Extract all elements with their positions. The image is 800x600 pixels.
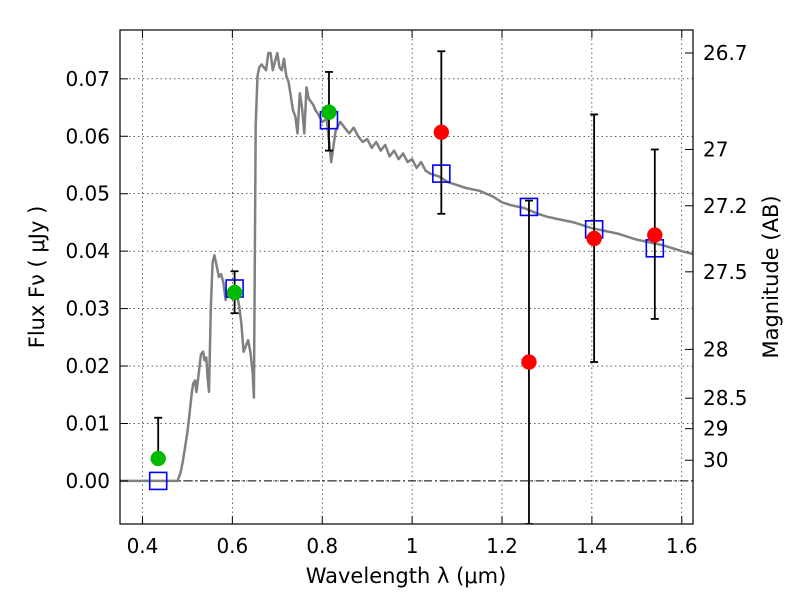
observed-point bbox=[586, 230, 602, 247]
observed-point bbox=[321, 104, 337, 120]
y-tick-label: 0.04 bbox=[65, 239, 110, 263]
plot-background bbox=[120, 30, 693, 524]
x-tick-label: 0.8 bbox=[306, 534, 338, 558]
y-tick-label: 0.05 bbox=[65, 182, 110, 206]
observed-point bbox=[647, 227, 663, 243]
observed-point bbox=[226, 284, 243, 301]
sed-template-line bbox=[120, 51, 693, 483]
right-tick-label: 27 bbox=[703, 137, 728, 161]
right-tick-label: 26.7 bbox=[703, 41, 748, 65]
y-tick-label: 0.03 bbox=[65, 297, 110, 321]
y-tick-label: 0.02 bbox=[65, 354, 110, 378]
right-tick-label: 27.5 bbox=[703, 260, 748, 284]
plot-frame bbox=[119, 29, 694, 525]
y-tick-label: 0.01 bbox=[65, 411, 110, 435]
y-tick-label: 0.06 bbox=[65, 124, 110, 148]
observed-point bbox=[521, 354, 537, 370]
right-tick-label: 27.2 bbox=[703, 194, 748, 218]
x-tick-label: 1.6 bbox=[666, 534, 698, 558]
y-axis-label: Flux Fν ( μJy ) bbox=[25, 206, 49, 349]
x-tick-label: 1.2 bbox=[486, 534, 518, 558]
data-layer bbox=[120, 50, 693, 524]
model-square bbox=[148, 471, 168, 491]
x-tick-label: 1.4 bbox=[576, 534, 608, 558]
right-axis-label: Magnitude (AB) bbox=[759, 195, 783, 358]
right-tick-label: 29 bbox=[703, 417, 728, 441]
axis-ticks: 0.4 0.6 0.8 1 1.2 1.4 1.6 0.00 0.01 0.02 0.03 0.04 0… bbox=[65, 30, 748, 558]
observed-point bbox=[150, 450, 166, 467]
right-tick-label: 28 bbox=[703, 337, 728, 361]
x-tick-label: 0.4 bbox=[127, 534, 159, 558]
observed-point bbox=[433, 124, 450, 140]
y-tick-label: 0.07 bbox=[65, 67, 110, 91]
y-tick-label: 0.00 bbox=[65, 469, 110, 493]
x-tick-label: 1 bbox=[406, 534, 419, 558]
x-axis-label: Wavelength λ (μm) bbox=[306, 564, 507, 588]
right-tick-label: 28.5 bbox=[703, 386, 748, 410]
x-tick-label: 0.6 bbox=[216, 534, 248, 558]
right-tick-label: 30 bbox=[703, 448, 728, 472]
